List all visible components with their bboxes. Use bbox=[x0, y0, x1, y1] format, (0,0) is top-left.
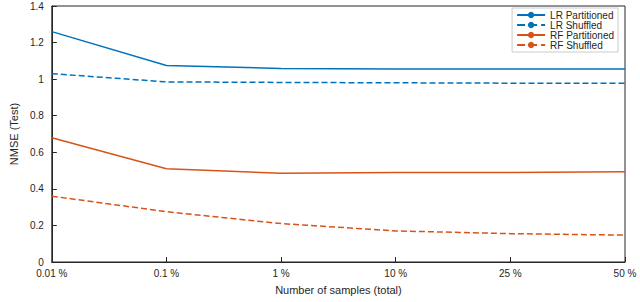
svg-text:1 %: 1 % bbox=[272, 268, 289, 279]
svg-text:RF Shuffled: RF Shuffled bbox=[550, 40, 603, 51]
svg-text:0.6: 0.6 bbox=[30, 147, 44, 158]
svg-text:0.4: 0.4 bbox=[30, 183, 44, 194]
svg-text:10 %: 10 % bbox=[384, 268, 407, 279]
svg-text:1.2: 1.2 bbox=[30, 37, 44, 48]
svg-text:1: 1 bbox=[38, 74, 44, 85]
svg-text:0.01 %: 0.01 % bbox=[36, 268, 67, 279]
svg-text:LR Shuffled: LR Shuffled bbox=[550, 19, 603, 31]
svg-text:RF Partitioned: RF Partitioned bbox=[550, 29, 614, 41]
svg-text:0.2: 0.2 bbox=[30, 220, 44, 231]
svg-text:50 %: 50 % bbox=[614, 268, 637, 279]
svg-text:0.8: 0.8 bbox=[30, 110, 44, 121]
svg-text:LR Partitioned: LR Partitioned bbox=[550, 9, 614, 21]
svg-text:NMSE (Test): NMSE (Test) bbox=[8, 103, 20, 165]
svg-text:0.1 %: 0.1 % bbox=[154, 268, 180, 279]
svg-text:Number of samples (total): Number of samples (total) bbox=[275, 284, 402, 296]
svg-text:1.4: 1.4 bbox=[30, 1, 44, 12]
svg-text:25 %: 25 % bbox=[499, 268, 522, 279]
svg-text:0: 0 bbox=[38, 257, 44, 268]
